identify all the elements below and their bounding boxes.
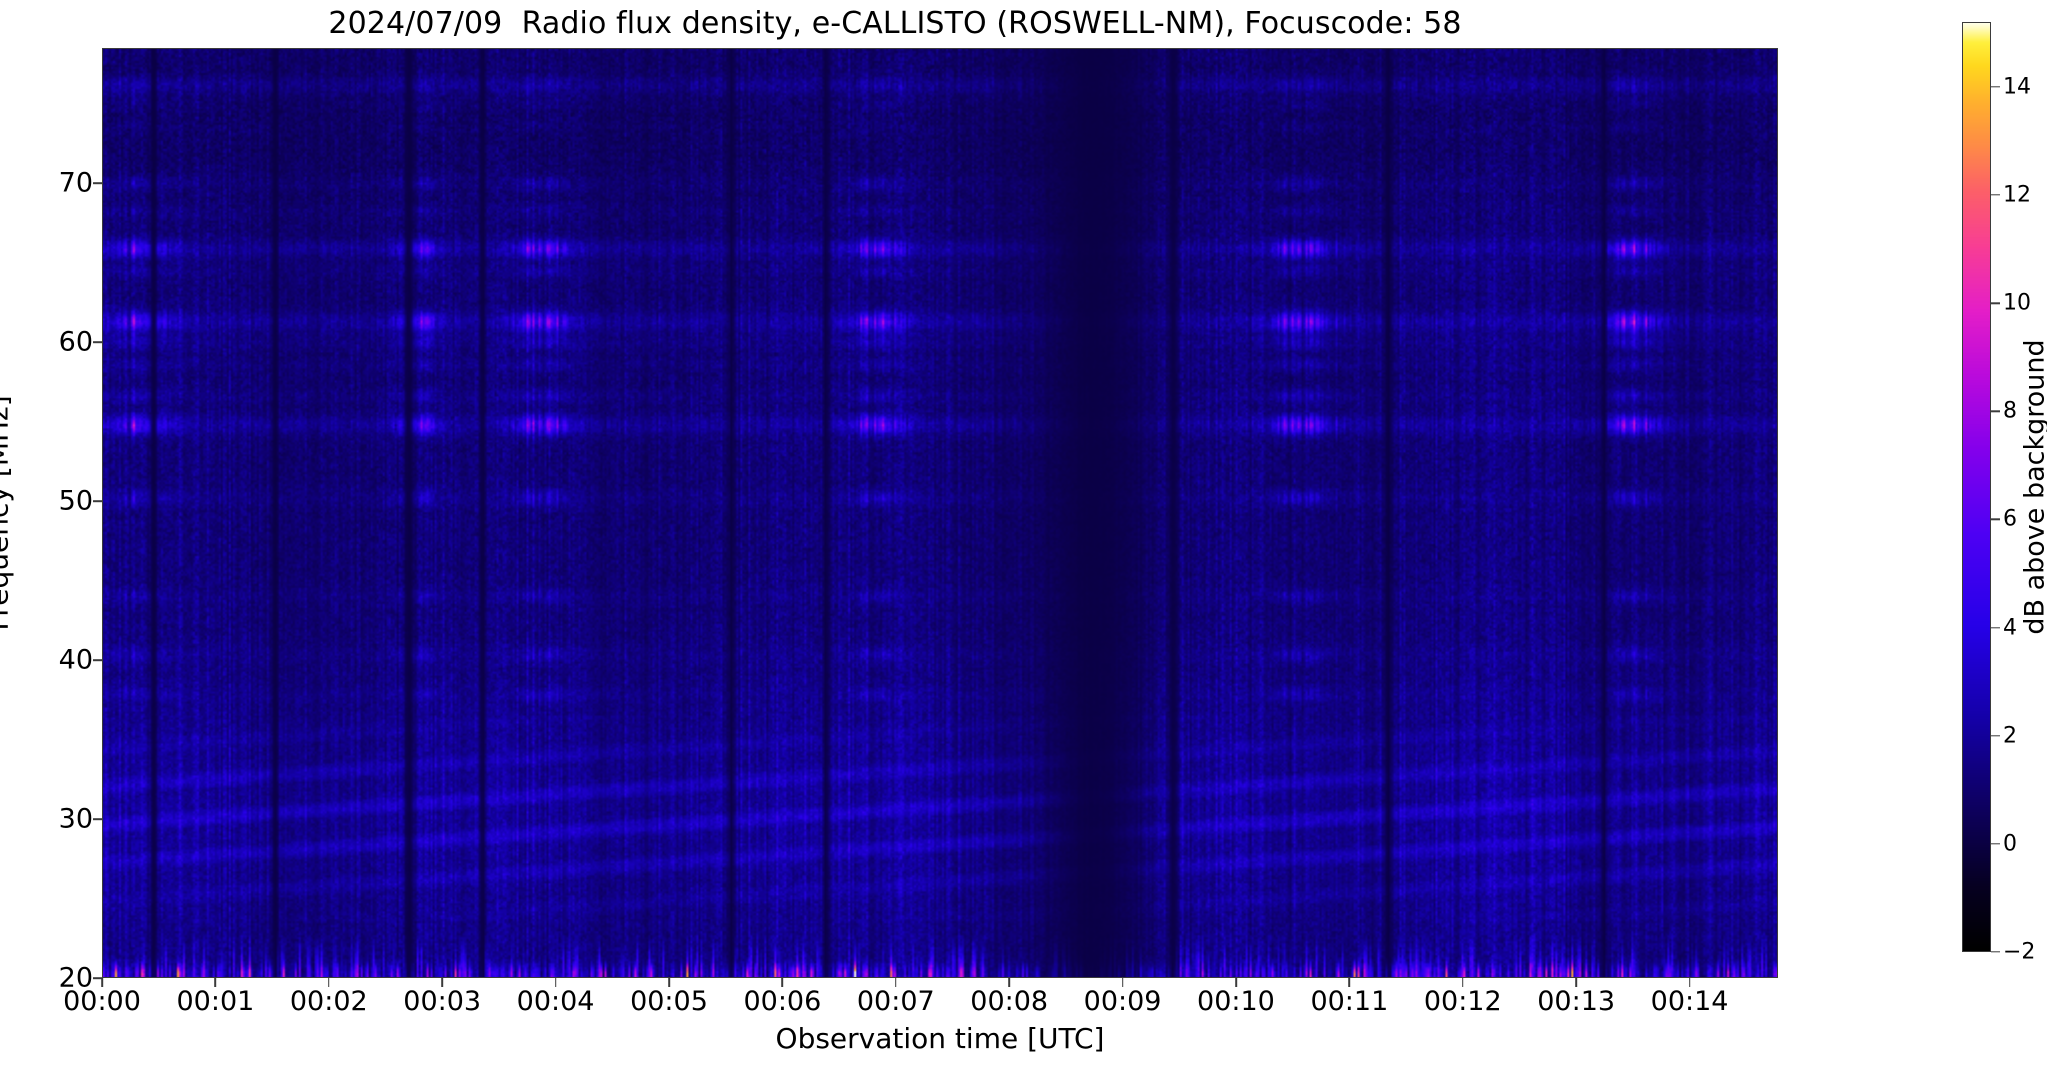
y-tick-mark [93,182,102,184]
y-tick-label: 50 [58,485,93,517]
x-tick-label: 00:02 [289,986,368,1017]
y-tick-label: 70 [58,167,93,199]
x-tick-label: 00:13 [1537,986,1616,1017]
spectrogram-plot[interactable] [102,48,1778,978]
page-title: 2024/07/09 Radio flux density, e-CALLIST… [328,6,1462,41]
colorbar-tick-mark [1991,951,2000,953]
y-tick-label: 60 [58,326,93,358]
x-tick-mark [1121,978,1124,987]
colorbar-tick-mark [1991,518,2000,521]
colorbar-tick-label: 6 [2003,506,2017,532]
x-tick-label: 00:01 [176,986,255,1017]
colorbar-tick-mark [1991,194,2000,196]
y-tick-mark [93,977,102,979]
x-tick-label: 00:05 [630,986,708,1017]
x-tick-label: 00:14 [1650,986,1729,1017]
x-tick-mark [554,978,557,987]
x-tick-label: 00:00 [63,986,141,1017]
x-tick-mark [1235,978,1237,987]
x-tick-label: 00:03 [403,986,482,1017]
colorbar-tick-mark [1991,86,2000,88]
x-tick-label: 00:10 [1197,986,1275,1017]
colorbar-label: dB above background [2019,339,2047,635]
spectrogram-canvas[interactable] [103,49,1777,977]
colorbar-tick-label: 12 [2003,182,2031,208]
x-tick-mark [327,978,330,987]
x-tick-mark [1008,978,1010,987]
x-tick-mark [1348,978,1351,987]
y-tick-mark [93,818,102,820]
colorbar-tick-mark [1991,626,2000,629]
x-tick-mark [1575,978,1577,987]
y-tick-mark [93,500,102,502]
x-tick-label: 00:04 [516,986,595,1017]
colorbar-tick-mark [1991,410,2000,412]
y-tick-mark [93,341,102,343]
y-tick-mark [93,659,102,661]
x-tick-label: 00:08 [970,986,1049,1017]
x-tick-mark [781,978,784,987]
colorbar-tick-mark [1991,302,2000,304]
x-tick-mark [894,978,897,987]
x-tick-mark [668,978,670,987]
colorbar-gradient [1963,23,1990,951]
x-tick-label: 00:06 [743,986,822,1017]
colorbar-tick-label: 0 [2003,831,2017,857]
x-tick-label: 00:09 [1083,986,1162,1017]
colorbar-tick-label: 2 [2003,723,2017,749]
colorbar-tick-label: 14 [2003,74,2031,100]
colorbar-tick-label: 4 [2003,615,2017,641]
x-tick-mark [1688,978,1691,987]
x-axis-label: Observation time [UTC] [775,1022,1105,1055]
colorbar[interactable] [1962,22,1991,952]
y-tick-label: 20 [58,962,93,994]
y-axis-ticks: 70 60 50 40 30 20 [0,0,93,1067]
colorbar-tick-label: −2 [2003,939,2036,965]
colorbar-tick-label: 10 [2003,290,2031,316]
colorbar-tick-mark [1991,843,2000,845]
colorbar-tick-label: 8 [2003,398,2017,424]
y-tick-label: 40 [58,644,93,676]
x-tick-mark [101,978,103,987]
y-tick-label: 30 [58,803,93,835]
colorbar-tick-mark [1991,735,2000,737]
x-tick-mark [1461,978,1464,987]
x-tick-label: 00:12 [1423,986,1502,1017]
x-tick-label: 00:11 [1310,986,1389,1017]
x-tick-mark [441,978,443,987]
x-tick-label: 00:07 [856,986,935,1017]
x-tick-mark [214,978,217,987]
y-axis-label: Frequency [MHz] [0,395,15,631]
